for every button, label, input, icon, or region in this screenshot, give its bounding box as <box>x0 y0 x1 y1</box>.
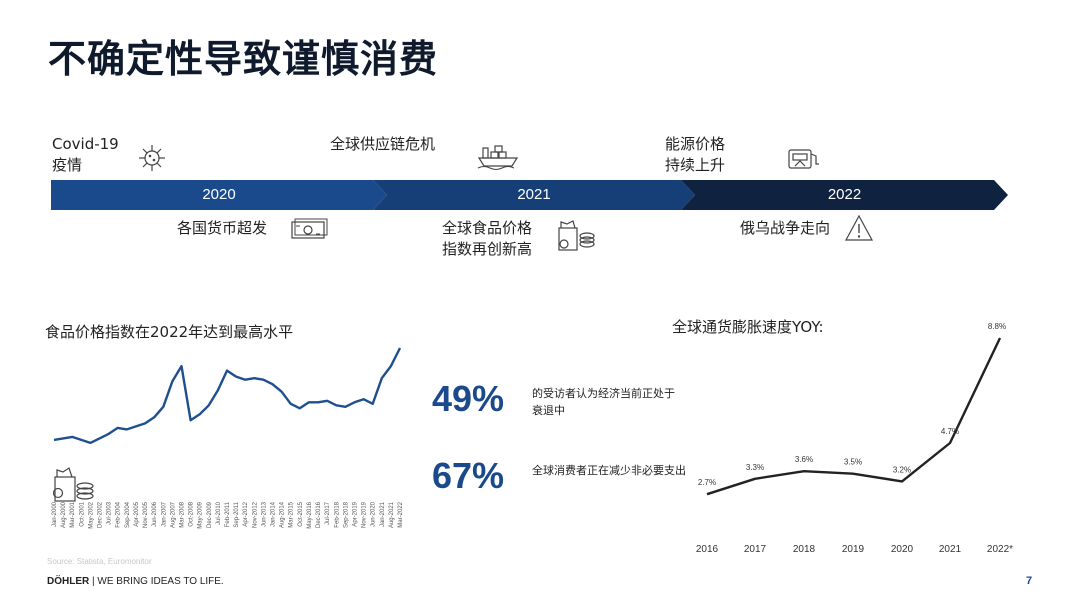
food-chart-tick-label: Jul-2017 <box>325 501 331 525</box>
food-chart-tick-label: Dec-2002 <box>98 501 104 528</box>
virus-icon <box>139 145 165 171</box>
food-chart-tick-label: Sep-2011 <box>234 501 240 527</box>
food-price-chart: Jan-2000 Aug-2000 Mar-2001 Oct-2001 May-2002… <box>52 347 404 529</box>
page-title: 不确定性导致谨慎消费 <box>48 37 439 81</box>
food-chart-tick-label: Aug-2021 <box>389 501 395 528</box>
stat-recession-value: 49% <box>432 378 505 419</box>
food-chart-tick-label: Apr-2005 <box>134 501 140 526</box>
page-number: 7 <box>1026 575 1033 587</box>
inflation-data-label: 2.7% <box>698 478 716 487</box>
food-price-line <box>53 347 402 445</box>
food-chart-tick-label: Oct-2001 <box>79 501 85 526</box>
food-chart-tick-label: Aug-2000 <box>61 501 67 528</box>
footer-tagline: WE BRING IDEAS TO LIFE. <box>97 576 224 587</box>
food-chart-tick-label: Jun-2006 <box>152 501 158 527</box>
timeline-year-2022: 2022 <box>681 180 1008 210</box>
event-covid: Covid-19 疫情 <box>52 134 119 176</box>
event-food-index: 全球食品价格 指数再创新高 <box>442 218 532 260</box>
footer: DÖHLER | WE BRING IDEAS TO LIFE. <box>47 576 224 587</box>
grocery-icon <box>558 220 595 251</box>
food-chart-tick-label: Nov-2005 <box>143 501 149 528</box>
warning-icon <box>844 214 874 241</box>
footer-brand: DÖHLER <box>47 576 90 587</box>
food-chart-tick-label: Jan-2000 <box>52 501 58 527</box>
event-energy-line2: 持续上升 <box>665 156 726 174</box>
food-chart-grocery-icon <box>52 467 94 502</box>
inflation-chart: 2.7% 2016 3.3% 2017 3.6% 2018 3.5% 2019 3.2% 2020… <box>696 322 1013 555</box>
timeline-year-2020: 2020 <box>51 180 387 210</box>
inflation-data-label: 8.8% <box>988 322 1006 331</box>
inflation-data-label: 3.2% <box>893 465 911 474</box>
food-chart-tick-label: Aug-2014 <box>280 501 286 528</box>
food-chart-tick-label: Jul-2010 <box>216 501 222 525</box>
inflation-year-label: 2016 <box>696 544 719 555</box>
food-chart-tick-label: Feb-2018 <box>334 501 340 527</box>
inflation-year-label: 2019 <box>842 544 865 555</box>
food-chart-tick-label: Feb-2011 <box>225 501 231 527</box>
event-food-index-line1: 全球食品价格 <box>442 219 533 237</box>
food-chart-tick-label: Nov-2012 <box>252 501 258 528</box>
food-chart-tick-label: Jun-2020 <box>371 501 377 527</box>
food-chart-tick-label: Jan-2014 <box>271 501 277 527</box>
food-chart-tick-label: Jan-2021 <box>380 501 386 527</box>
inflation-year-label: 2020 <box>891 544 914 555</box>
food-chart-tick-label: Dec-2009 <box>207 501 213 528</box>
food-chart-tick-label: May-2009 <box>198 501 204 528</box>
food-chart-tick-label: Mar-2022 <box>398 501 404 527</box>
stat-recession-text: 的受访者认为经济当前正处于衰退中 <box>532 387 675 417</box>
source-note: Source: Statista, Euromonitor <box>47 557 152 566</box>
banknote-icon <box>291 218 328 239</box>
food-chart-tick-label: Apr-2012 <box>243 501 249 526</box>
event-covid-line1: Covid-19 <box>52 135 119 153</box>
food-chart-tick-label: Jun-2013 <box>261 501 267 527</box>
food-chart-tick-label: Jul-2003 <box>107 501 113 525</box>
food-chart-tick-label: Aug-2007 <box>170 501 176 528</box>
inflation-year-label: 2022* <box>987 544 1013 555</box>
food-chart-tick-label: May-2002 <box>88 501 94 528</box>
food-chart-tick-label: Mar-2015 <box>289 501 295 527</box>
inflation-data-label: 3.5% <box>844 458 862 467</box>
event-currency: 各国货币超发 <box>177 219 268 237</box>
inflation-data-label: 3.6% <box>795 455 813 464</box>
stat-spending-text: 全球消费者正在减少非必要支出 <box>532 464 686 477</box>
food-chart-tick-label: Jan-2007 <box>161 501 167 527</box>
food-chart-tick-label: Feb-2004 <box>116 501 122 527</box>
inflation-line <box>706 337 1002 496</box>
food-chart-tick-label: Mar-2001 <box>70 501 76 527</box>
inflation-data-label: 3.3% <box>746 463 764 472</box>
inflation-year-label: 2017 <box>744 544 767 555</box>
timeline-year-2021: 2021 <box>373 180 695 210</box>
timeline-bar: 2020 2021 2022 <box>51 180 1008 210</box>
inflation-year-label: 2021 <box>939 544 962 555</box>
food-chart-tick-label: Nov-2019 <box>362 501 368 528</box>
food-chart-tick-label: May-2016 <box>307 501 313 528</box>
event-energy: 能源价格 持续上升 <box>665 134 725 176</box>
food-chart-title: 食品价格指数在2022年达到最高水平 <box>45 323 294 341</box>
food-chart-tick-label: Dec-2016 <box>316 501 322 528</box>
food-chart-tick-label: Oct-2008 <box>189 501 195 526</box>
inflation-data-label: 4.7% <box>941 427 959 436</box>
inflation-chart-title: 全球通货膨胀速度YOY: <box>672 318 824 336</box>
cargo-ship-icon <box>477 145 519 170</box>
stat-spending-value: 67% <box>432 455 505 496</box>
event-war: 俄乌战争走向 <box>740 219 831 237</box>
inflation-year-label: 2018 <box>793 544 816 555</box>
event-covid-line2: 疫情 <box>52 156 83 174</box>
food-chart-tick-label: Sep-2018 <box>343 501 349 528</box>
food-chart-tick-label: Sep-2004 <box>125 501 131 528</box>
event-energy-line1: 能源价格 <box>665 135 726 153</box>
fuel-pump-icon <box>788 149 819 169</box>
event-food-index-line2: 指数再创新高 <box>442 240 533 258</box>
food-chart-tick-label: Apr-2019 <box>353 501 359 526</box>
food-chart-tick-label: Oct-2015 <box>298 501 304 526</box>
event-supply-chain: 全球供应链危机 <box>330 135 436 153</box>
food-chart-tick-label: Mar-2008 <box>180 501 186 527</box>
